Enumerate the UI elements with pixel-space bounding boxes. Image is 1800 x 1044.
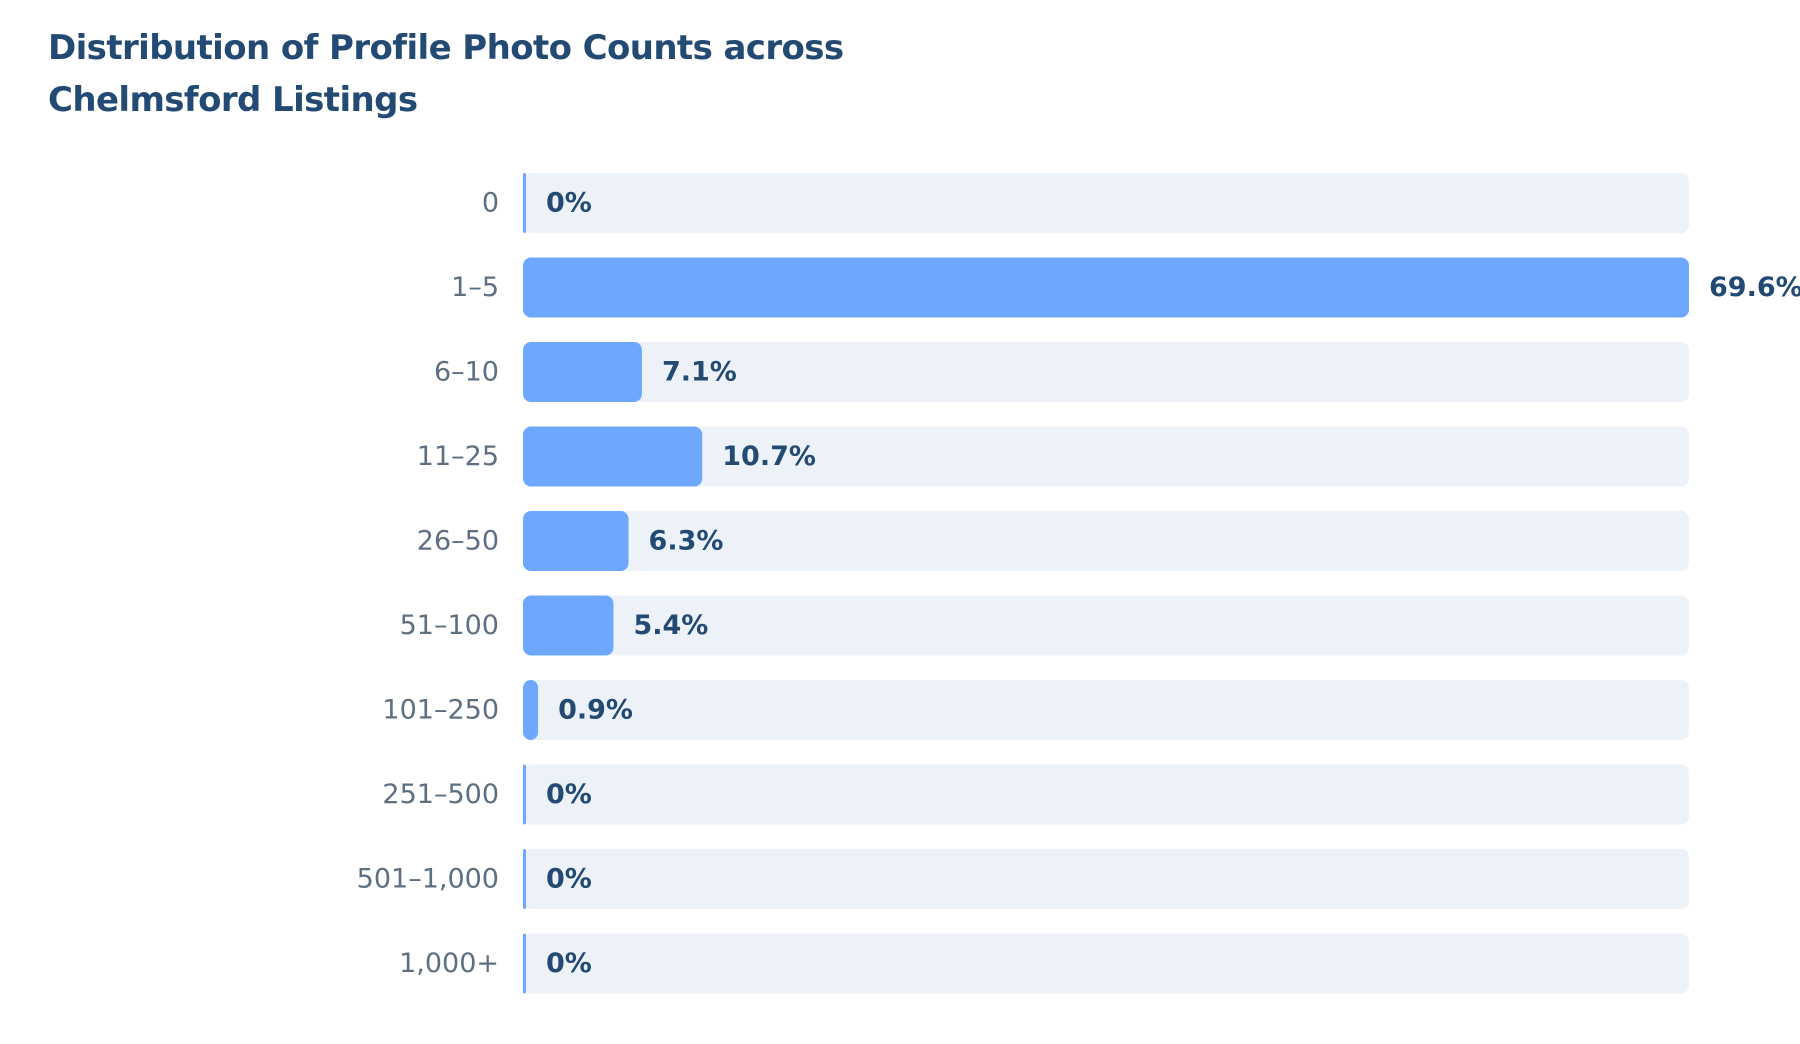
bar xyxy=(523,764,526,825)
value-label: 0% xyxy=(546,779,592,810)
category-label: 51–100 xyxy=(400,610,499,641)
category-label: 6–10 xyxy=(434,357,499,388)
value-label: 6.3% xyxy=(649,526,724,557)
bar xyxy=(523,426,703,487)
category-label: 0 xyxy=(482,188,499,219)
category-label: 11–25 xyxy=(417,441,499,472)
bar-tracks xyxy=(523,173,1689,994)
bar-track xyxy=(523,933,1689,994)
category-label: 101–250 xyxy=(382,695,499,726)
bar-track xyxy=(523,764,1689,825)
bar-track xyxy=(523,849,1689,909)
bar xyxy=(523,680,539,740)
value-label: 69.6% xyxy=(1709,272,1800,303)
value-label: 0% xyxy=(546,948,592,979)
value-label: 10.7% xyxy=(722,441,816,472)
bar-track xyxy=(523,680,1689,740)
bar-track xyxy=(523,342,1689,402)
value-label: 7.1% xyxy=(662,357,737,388)
bar-track xyxy=(523,595,1689,656)
category-label: 26–50 xyxy=(417,526,499,557)
bar xyxy=(523,257,1689,318)
category-label: 1,000+ xyxy=(399,948,499,979)
category-labels: 0 1–5 6–10 11–25 26–50 51–100 101–250 251–500 50… xyxy=(357,188,499,980)
value-label: 0% xyxy=(546,188,592,219)
value-label: 0% xyxy=(546,864,592,895)
category-label: 501–1,000 xyxy=(357,864,499,895)
category-label: 1–5 xyxy=(451,272,499,303)
bar-track xyxy=(523,511,1689,571)
bar xyxy=(523,849,526,909)
chart-title: Distribution of Profile Photo Counts acr… xyxy=(48,28,844,120)
bar-track xyxy=(523,173,1689,233)
bar xyxy=(523,173,526,233)
bar xyxy=(523,933,526,994)
bar xyxy=(523,342,642,402)
category-label: 251–500 xyxy=(382,779,499,810)
bar xyxy=(523,595,614,656)
bar xyxy=(523,511,629,571)
value-labels: 0% 69.6% 7.1% 10.7% 6.3% 5.4% 0.9% 0% 0% 0% xyxy=(546,188,1800,980)
bars xyxy=(523,173,1689,994)
value-label: 0.9% xyxy=(558,695,633,726)
value-label: 5.4% xyxy=(633,610,708,641)
bar-track xyxy=(523,426,1689,487)
